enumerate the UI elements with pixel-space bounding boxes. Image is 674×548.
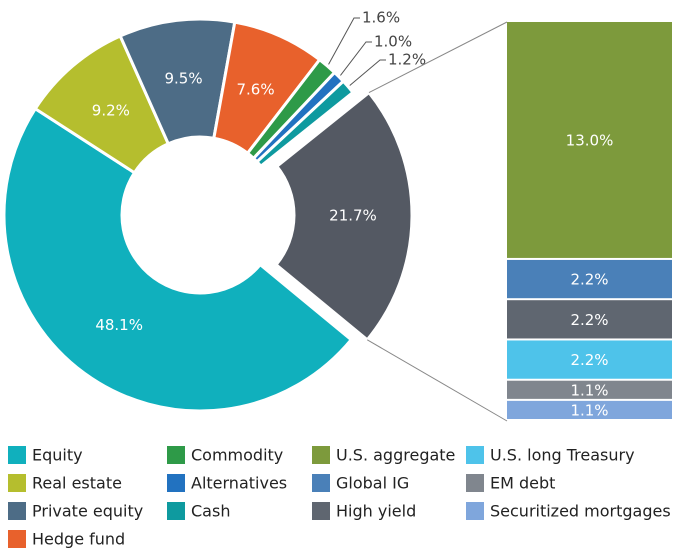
pie-slice (2, 106, 354, 413)
bar-segment (507, 22, 672, 258)
legend-swatch (167, 446, 185, 464)
legend-label: U.S. aggregate (336, 446, 455, 465)
legend-label: Securitized mortgages (490, 502, 671, 521)
legend-label: Real estate (32, 474, 122, 493)
legend-swatch (312, 474, 330, 492)
slice-label: 7.6% (236, 80, 274, 98)
bar-label: 2.2% (570, 271, 608, 289)
legend-swatch (466, 502, 484, 520)
bar-segment (507, 340, 672, 379)
bar-label: 13.0% (566, 131, 614, 149)
legend-label: EM debt (490, 474, 555, 493)
legend-label: Equity (32, 446, 83, 465)
leader-line (340, 41, 372, 76)
legend-swatch (8, 474, 26, 492)
slice-label: 1.6% (362, 9, 400, 27)
slice-label: 9.5% (164, 69, 202, 87)
bar-label: 2.2% (570, 351, 608, 369)
bar-segment (507, 300, 672, 339)
legend-label: Private equity (32, 502, 143, 521)
legend-label: Global IG (336, 474, 409, 493)
legend-label: Commodity (191, 446, 283, 465)
legend-swatch (167, 502, 185, 520)
legend-swatch (312, 502, 330, 520)
legend-label: Hedge fund (32, 530, 125, 548)
zoom-line (366, 339, 508, 422)
bar-label: 1.1% (570, 401, 608, 419)
legend-swatch (312, 446, 330, 464)
legend-swatch (466, 474, 484, 492)
legend-swatch (8, 530, 26, 548)
legend-label: Cash (191, 502, 230, 521)
legend-label: U.S. long Treasury (490, 446, 635, 465)
leader-line (349, 59, 386, 86)
legend-swatch (8, 446, 26, 464)
bar-label: 1.1% (570, 381, 608, 399)
slice-label: 9.2% (92, 101, 130, 119)
legend-swatch (466, 446, 484, 464)
zoom-line (368, 21, 508, 94)
slice-label: 21.7% (329, 207, 377, 225)
legend-label: High yield (336, 502, 416, 521)
legend-swatch (8, 502, 26, 520)
slice-label: 1.2% (388, 51, 426, 69)
slice-label: 1.0% (374, 33, 412, 51)
leader-line (328, 17, 360, 65)
bar-segment (507, 380, 672, 399)
bar-label: 2.2% (570, 311, 608, 329)
pie-slice (274, 90, 414, 342)
pie-slice (254, 79, 356, 169)
slice-label: 48.1% (95, 316, 143, 334)
bar-segment (507, 259, 672, 299)
bar-segment (507, 400, 672, 419)
legend-swatch (167, 474, 185, 492)
legend-label: Alternatives (191, 474, 287, 493)
